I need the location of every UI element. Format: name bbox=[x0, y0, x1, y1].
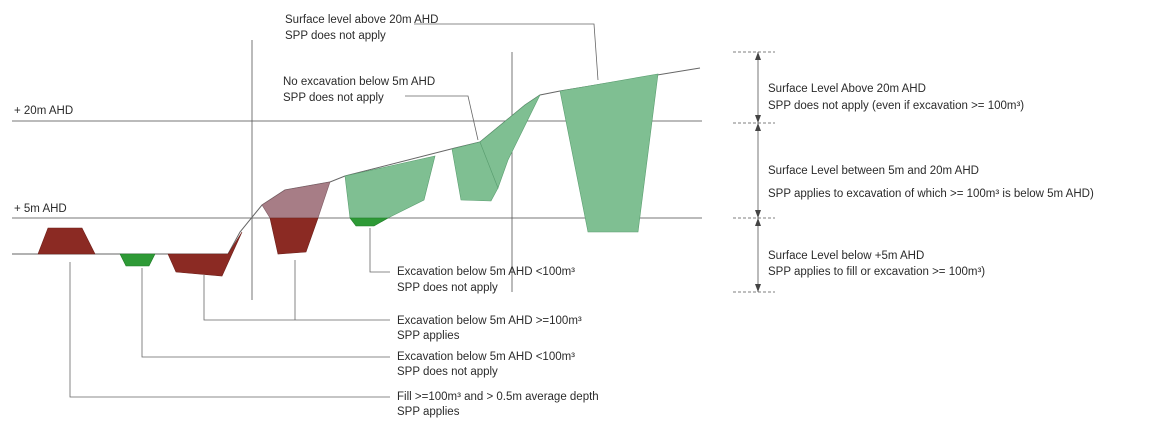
excavation-green-upper-segment bbox=[479, 94, 541, 189]
arrowhead-top bbox=[755, 52, 761, 60]
excavation-red-lower bbox=[269, 217, 319, 255]
level-label-5m: + 5m AHD bbox=[14, 203, 67, 215]
annotation-top-surface-line2: SPP does not apply bbox=[285, 30, 386, 42]
annotation-no-excavation-line1: No excavation below 5m AHD bbox=[283, 76, 435, 88]
zone-above20-line2: SPP does not apply (even if excavation >… bbox=[768, 100, 1024, 112]
zone-below5-line1: Surface Level below +5m AHD bbox=[768, 250, 924, 262]
excavation-mauve-upper bbox=[261, 181, 331, 219]
annotation-fill-line2: SPP applies bbox=[397, 406, 460, 418]
fill-mound bbox=[37, 227, 96, 255]
excavation-green-large bbox=[559, 73, 659, 233]
excavation-green-small bbox=[451, 141, 499, 202]
leader-no-excavation bbox=[405, 95, 479, 141]
leader-exc-lt100-left bbox=[141, 268, 390, 358]
arrowhead-bottom bbox=[755, 284, 761, 292]
annotation-exc-ge100-line1: Excavation below 5m AHD >=100m³ bbox=[397, 315, 582, 327]
excavation-green-mid bbox=[344, 155, 436, 219]
annotation-exc-lt100-left-line1: Excavation below 5m AHD <100m³ bbox=[397, 351, 575, 363]
excavation-red-below5 bbox=[167, 231, 243, 277]
arrowhead-5m-up bbox=[755, 210, 761, 218]
zone-between-line2: SPP applies to excavation of which >= 10… bbox=[768, 188, 1094, 200]
annotation-fill-line1: Fill >=100m³ and > 0.5m average depth bbox=[397, 391, 599, 403]
annotation-no-excavation-line2: SPP does not apply bbox=[283, 92, 384, 104]
excavation-bright-green-below bbox=[349, 217, 390, 227]
annotation-exc-ge100-line2: SPP applies bbox=[397, 330, 460, 342]
level-label-20m: + 20m AHD bbox=[14, 105, 73, 117]
leader-exc-lt100-right bbox=[369, 228, 390, 273]
annotation-exc-lt100-right-line2: SPP does not apply bbox=[397, 282, 498, 294]
annotation-exc-lt100-right-line1: Excavation below 5m AHD <100m³ bbox=[397, 266, 575, 278]
excavation-small-green-left bbox=[119, 253, 156, 267]
arrowhead-5m-down bbox=[755, 218, 761, 226]
leader-fill bbox=[69, 262, 390, 398]
zone-below5-line2: SPP applies to fill or excavation >= 100… bbox=[768, 266, 985, 278]
leader-exc-ge100 bbox=[203, 260, 390, 321]
arrowhead-20m-up bbox=[755, 115, 761, 123]
arrowhead-20m-down bbox=[755, 123, 761, 131]
leader-top-surface bbox=[414, 23, 599, 81]
annotation-top-surface-line1: Surface level above 20m AHD bbox=[285, 14, 438, 26]
zone-above20-line1: Surface Level Above 20m AHD bbox=[768, 83, 926, 95]
annotation-exc-lt100-left-line2: SPP does not apply bbox=[397, 366, 498, 378]
zone-between-line1: Surface Level between 5m and 20m AHD bbox=[768, 165, 979, 177]
